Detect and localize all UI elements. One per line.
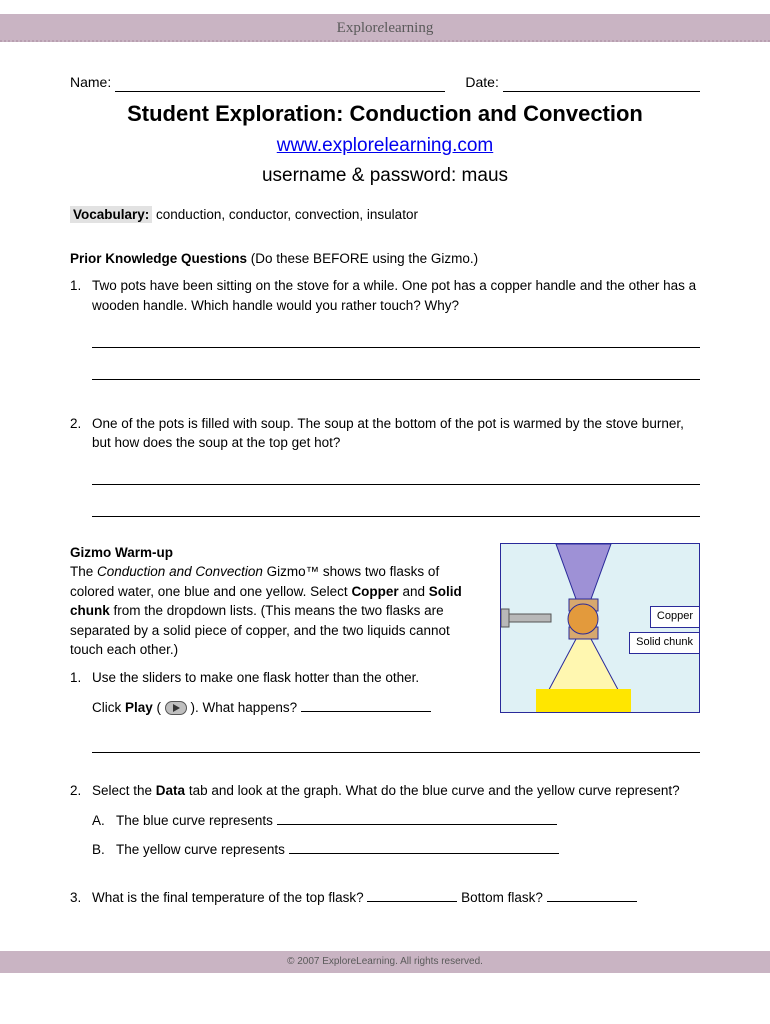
answer-line[interactable] <box>92 330 700 348</box>
name-label: Name: <box>70 72 111 92</box>
q-number: 2. <box>70 414 92 453</box>
t: ( <box>153 700 165 715</box>
warmup-heading: Gizmo Warm-up <box>70 543 482 563</box>
warmup-q3: 3. What is the final temperature of the … <box>70 888 700 908</box>
warmup-text-col: Gizmo Warm-up The Conduction and Convect… <box>70 543 482 722</box>
sub-body: The yellow curve represents <box>116 840 700 860</box>
q-body: One of the pots is filled with soup. The… <box>92 414 700 453</box>
name-input-line[interactable] <box>115 78 445 92</box>
page-content: Name: Date: Student Exploration: Conduct… <box>0 42 770 921</box>
answer-line[interactable] <box>92 362 700 380</box>
sub-body: The blue curve represents <box>116 811 700 831</box>
q-number: 3. <box>70 888 92 908</box>
site-link[interactable]: www.explorelearning.com <box>70 132 700 160</box>
t-bold: Data <box>156 783 185 798</box>
vocab-label: Vocabulary: <box>70 206 152 223</box>
brand-prefix: Explor <box>337 20 378 36</box>
sub-a: A. The blue curve represents <box>92 811 700 831</box>
flask-diagram: Copper Solid chunk <box>500 543 700 713</box>
t-bold: Copper <box>351 584 398 599</box>
t: Select the <box>92 783 156 798</box>
brand-suffix: learning <box>384 20 433 36</box>
answer-line[interactable] <box>92 467 700 485</box>
q-number: 1. <box>70 276 92 315</box>
prior-q1: 1. Two pots have been sitting on the sto… <box>70 276 700 315</box>
sub-letter: B. <box>92 840 116 860</box>
q-body: Two pots have been sitting on the stove … <box>92 276 700 315</box>
sub-b: B. The yellow curve represents <box>92 840 700 860</box>
t-italic: Conduction and Convection <box>97 564 263 579</box>
t: The <box>70 564 97 579</box>
sub-letter: A. <box>92 811 116 831</box>
q-body: Use the sliders to make one flask hotter… <box>92 668 482 717</box>
t: The yellow curve represents <box>116 842 289 857</box>
t: ). What happens? <box>187 700 301 715</box>
t: Bottom flask? <box>457 890 546 905</box>
warmup-q2: 2. Select the Data tab and look at the g… <box>70 781 700 801</box>
answer-line[interactable] <box>367 889 457 902</box>
warmup-intro: The Conduction and Convection Gizmo™ sho… <box>70 562 482 660</box>
name-date-row: Name: Date: <box>70 72 700 92</box>
prior-heading: Prior Knowledge Questions <box>70 251 247 266</box>
date-label: Date: <box>465 72 498 92</box>
t-bold: Play <box>125 700 153 715</box>
t: from the dropdown lists. (This means the… <box>70 603 450 657</box>
t: Use the sliders to make one flask hotter… <box>92 670 419 685</box>
q-body: Select the Data tab and look at the grap… <box>92 781 700 801</box>
q-number: 1. <box>70 668 92 717</box>
t: Click <box>92 700 125 715</box>
date-input-line[interactable] <box>503 78 700 92</box>
warmup-q1: 1. Use the sliders to make one flask hot… <box>70 668 482 717</box>
answer-line[interactable] <box>547 889 637 902</box>
answer-line[interactable] <box>289 841 559 854</box>
answer-line[interactable] <box>277 812 557 825</box>
t: What is the final temperature of the top… <box>92 890 367 905</box>
name-field: Name: <box>70 72 445 92</box>
vocab-text: conduction, conductor, convection, insul… <box>152 207 418 222</box>
footer: © 2007 ExploreLearning. All rights reser… <box>0 951 770 973</box>
page-title: Student Exploration: Conduction and Conv… <box>70 98 700 130</box>
date-field: Date: <box>465 72 700 92</box>
prior-heading-line: Prior Knowledge Questions (Do these BEFO… <box>70 249 700 269</box>
answer-line[interactable] <box>92 499 700 517</box>
prior-q2: 2. One of the pots is filled with soup. … <box>70 414 700 453</box>
diagram-label-solidchunk: Solid chunk <box>629 632 700 654</box>
t: and <box>399 584 429 599</box>
q-number: 2. <box>70 781 92 801</box>
credentials-text: username & password: maus <box>70 162 700 190</box>
vocabulary-line: Vocabulary: conduction, conductor, conve… <box>70 205 700 225</box>
answer-line[interactable] <box>92 735 700 753</box>
t: tab and look at the graph. What do the b… <box>185 783 680 798</box>
q-body: What is the final temperature of the top… <box>92 888 700 908</box>
prior-heading-note: (Do these BEFORE using the Gizmo.) <box>247 251 478 266</box>
diagram-label-copper: Copper <box>650 606 700 628</box>
brand-header: Explorelearning <box>0 14 770 42</box>
play-icon <box>165 701 187 715</box>
warmup-row: Gizmo Warm-up The Conduction and Convect… <box>70 543 700 722</box>
t: The blue curve represents <box>116 813 277 828</box>
diagram-svg <box>501 544 700 713</box>
answer-line[interactable] <box>301 699 431 712</box>
